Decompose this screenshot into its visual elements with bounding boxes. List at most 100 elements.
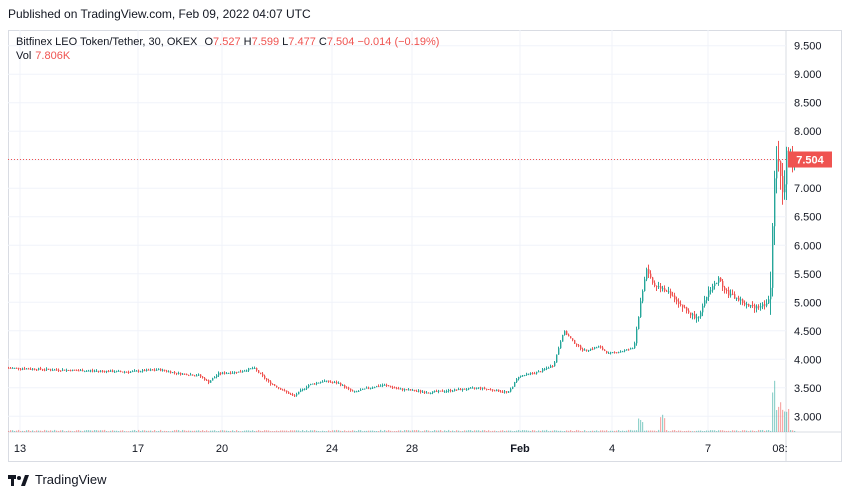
volume-bar: [332, 430, 334, 432]
volume-bar: [410, 430, 412, 432]
candle-body: [78, 370, 80, 372]
footer-brand[interactable]: TradingView: [8, 472, 107, 487]
x-tick-label: 08:: [772, 443, 787, 455]
volume-bar: [10, 430, 12, 432]
candle-body: [72, 369, 74, 371]
candle-body: [634, 343, 636, 349]
volume-bar: [234, 431, 236, 432]
volume-bar: [50, 430, 52, 432]
candle-body: [570, 336, 572, 339]
volume-bar: [180, 431, 182, 432]
volume-bar: [156, 431, 158, 432]
volume-bar: [348, 430, 350, 432]
volume-value: 7.806K: [35, 50, 71, 62]
volume-bar: [382, 431, 384, 432]
candle-body: [222, 372, 224, 374]
candle-body: [20, 368, 22, 370]
candle-body: [508, 391, 510, 393]
volume-bar: [622, 430, 624, 432]
volume-bar: [680, 430, 682, 432]
volume-bar: [170, 431, 172, 432]
candle-body: [672, 295, 674, 297]
volume-bar: [420, 431, 422, 432]
candle-body: [604, 349, 606, 351]
volume-bar: [470, 430, 472, 432]
candle-body: [764, 304, 766, 306]
volume-bar: [722, 430, 724, 432]
candle-body: [556, 354, 558, 363]
candle-body: [300, 390, 302, 392]
volume-bar: [298, 430, 300, 432]
legend-close-label: C: [318, 36, 327, 48]
candle-body: [344, 385, 346, 388]
candle-body: [766, 303, 768, 306]
volume-bar: [532, 430, 534, 432]
candle-body: [600, 346, 602, 348]
candle-body: [610, 352, 612, 354]
volume-bar: [236, 430, 238, 432]
volume-bar: [514, 431, 516, 432]
candle-body: [516, 379, 518, 383]
candle-body: [642, 291, 644, 302]
volume-bar: [474, 430, 476, 432]
volume-bar: [74, 431, 76, 432]
last-price-label: 7.504: [796, 155, 824, 167]
candle-body: [98, 370, 100, 372]
candle-body: [418, 390, 420, 392]
candle-body: [486, 388, 488, 390]
candle-body: [770, 287, 772, 300]
candle-body: [752, 305, 754, 307]
volume-bar: [786, 411, 788, 432]
candle-body: [154, 369, 156, 371]
candle-body: [328, 380, 330, 382]
volume-bar: [678, 430, 680, 432]
volume-bar: [240, 431, 242, 432]
candle-body: [620, 351, 622, 353]
volume-bar: [574, 431, 576, 432]
candle-body: [552, 366, 554, 368]
x-tick-label: 24: [326, 443, 338, 455]
candle-body: [22, 368, 24, 370]
candle-body: [740, 299, 742, 301]
volume-bar: [428, 430, 430, 432]
candle-body: [172, 372, 174, 374]
volume-bar: [88, 430, 90, 432]
volume-bar: [446, 430, 448, 432]
volume-bar: [252, 430, 254, 432]
volume-bar: [286, 430, 288, 432]
candle-body: [208, 380, 210, 383]
volume-bar: [628, 429, 630, 432]
volume-bar: [218, 430, 220, 432]
candle-body: [410, 389, 412, 391]
volume-bar: [226, 430, 228, 432]
candle-body: [526, 373, 528, 376]
volume-bar: [450, 430, 452, 432]
volume-bar: [520, 430, 522, 432]
price-chart[interactable]: 9.5009.0008.5008.0007.5007.0006.5006.000…: [8, 30, 842, 462]
candle-body: [648, 269, 650, 274]
volume-bar: [692, 431, 694, 432]
y-tick-label: 4.500: [794, 326, 822, 338]
candle-body: [406, 389, 408, 391]
candle-body: [190, 374, 192, 376]
legend-symbol[interactable]: Bitfinex LEO Token/Tether, 30, OKEX: [16, 36, 198, 48]
candle-body: [36, 369, 38, 371]
candle-body: [146, 369, 148, 371]
volume-bar: [134, 429, 136, 432]
volume-bar: [388, 430, 390, 432]
volume-bar: [414, 430, 416, 432]
volume-bar: [638, 418, 640, 432]
candle-body: [468, 387, 470, 390]
candle-body: [432, 391, 434, 394]
volume-bar: [398, 430, 400, 432]
candle-body: [56, 369, 58, 371]
candle-body: [362, 388, 364, 390]
volume-bar: [732, 430, 734, 432]
candle-body: [644, 279, 646, 292]
volume-bar: [774, 380, 776, 432]
volume-bar: [714, 430, 716, 432]
volume-bar: [78, 429, 80, 432]
candle-body: [474, 387, 476, 389]
candle-body: [428, 392, 430, 394]
volume-bar: [448, 429, 450, 432]
